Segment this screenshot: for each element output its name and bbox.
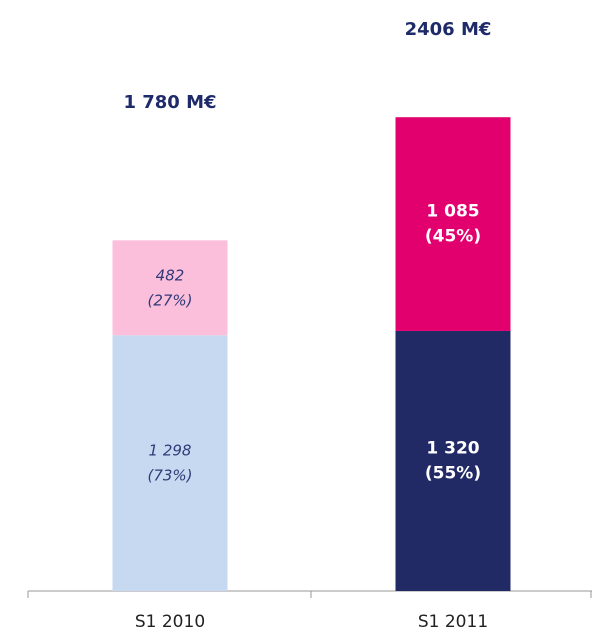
bar-segment (112, 240, 228, 336)
total-label: 2406 M€ (405, 19, 492, 40)
value-label: 1 320 (55%) (425, 438, 481, 483)
value-label: 482 (27%) (147, 266, 192, 309)
total-label: 1 780 M€ (123, 92, 216, 113)
value-label: 1 298 (73%) (147, 441, 192, 484)
x-tick-label: S1 2011 (418, 612, 488, 632)
bar-segment (395, 330, 511, 591)
bar-segment (112, 335, 228, 591)
x-tick-label: S1 2010 (135, 612, 205, 632)
bar-segment (395, 117, 511, 331)
value-label: 1 085 (45%) (425, 202, 481, 247)
